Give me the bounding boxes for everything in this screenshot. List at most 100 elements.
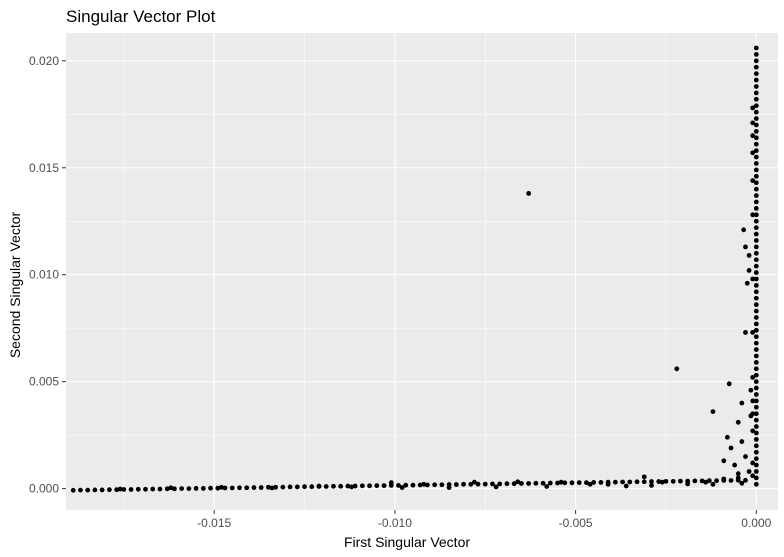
data-point	[750, 150, 756, 156]
data-point	[753, 379, 759, 385]
data-point	[186, 486, 192, 492]
data-point	[753, 462, 759, 468]
data-point	[710, 481, 716, 487]
data-point	[753, 411, 759, 417]
data-point	[294, 484, 300, 490]
data-point	[605, 481, 611, 487]
data-point	[753, 77, 759, 83]
data-point	[750, 212, 756, 218]
data-point	[215, 485, 221, 491]
data-point	[266, 484, 271, 490]
data-point	[750, 178, 756, 183]
data-point	[493, 484, 499, 490]
data-point	[753, 340, 759, 346]
data-point	[753, 385, 759, 391]
data-point	[117, 486, 123, 492]
data-point	[598, 480, 604, 485]
data-point	[99, 487, 105, 493]
data-point	[659, 479, 665, 485]
data-point	[753, 321, 759, 327]
data-point	[70, 487, 76, 493]
data-point	[753, 449, 759, 455]
data-point	[421, 481, 427, 487]
y-tick-label: 0.020	[29, 54, 59, 68]
data-point	[728, 478, 734, 483]
data-point	[753, 469, 759, 474]
data-point	[753, 212, 759, 218]
data-point	[576, 480, 582, 486]
data-point	[721, 458, 727, 464]
data-point	[237, 485, 242, 491]
data-point	[461, 481, 466, 487]
data-point	[172, 486, 177, 492]
data-point	[746, 253, 752, 258]
data-point	[699, 478, 705, 484]
data-point	[753, 257, 759, 263]
chart-title: Singular Vector Plot	[66, 7, 216, 26]
data-point	[269, 485, 275, 491]
data-point	[280, 484, 286, 490]
data-point	[732, 462, 738, 468]
data-point	[410, 482, 416, 488]
y-tick-label: 0.005	[29, 375, 59, 389]
data-point	[417, 482, 423, 488]
data-point	[750, 411, 756, 417]
data-point	[710, 409, 716, 415]
data-point	[623, 483, 629, 489]
data-point	[453, 482, 459, 487]
data-point	[753, 128, 759, 134]
data-point	[425, 482, 430, 488]
data-point	[544, 484, 550, 489]
data-point	[200, 486, 206, 491]
data-point	[753, 289, 759, 295]
data-point	[728, 445, 734, 451]
data-point	[287, 484, 293, 490]
data-point	[244, 485, 250, 491]
data-point	[750, 133, 756, 139]
data-point	[753, 295, 759, 301]
data-point	[157, 486, 163, 492]
data-point	[753, 475, 759, 481]
data-point	[753, 283, 759, 288]
data-point	[753, 109, 759, 115]
data-point	[753, 398, 759, 404]
data-point	[432, 482, 438, 488]
data-point	[374, 483, 380, 489]
data-point	[302, 484, 307, 490]
data-point	[721, 476, 727, 482]
data-point	[753, 154, 759, 160]
data-point	[497, 481, 503, 487]
data-point	[750, 276, 756, 282]
plot-panel	[66, 33, 778, 510]
data-point	[753, 308, 759, 314]
data-point	[753, 180, 759, 186]
data-point	[750, 473, 756, 479]
data-point	[555, 480, 560, 486]
data-point	[753, 58, 759, 64]
data-point	[656, 479, 662, 484]
y-tick-label: 0.010	[29, 268, 59, 282]
data-point	[753, 167, 759, 173]
data-point	[439, 482, 445, 488]
data-point	[251, 485, 257, 490]
data-point	[526, 191, 532, 196]
data-point	[735, 419, 741, 425]
x-axis-title: First Singular Vector	[344, 534, 470, 550]
y-axis-tick-labels: 0.000 0.005 0.010 0.015 0.020	[29, 54, 66, 496]
data-point	[743, 477, 748, 483]
data-point	[753, 71, 759, 77]
data-point	[85, 487, 91, 493]
data-point	[753, 122, 759, 128]
data-point	[753, 302, 759, 308]
data-point	[753, 404, 759, 410]
data-point	[753, 103, 759, 109]
data-point	[168, 485, 174, 491]
data-point	[309, 484, 315, 490]
data-point	[739, 400, 745, 406]
data-point	[150, 486, 156, 492]
data-point	[746, 268, 752, 273]
data-point	[753, 327, 759, 333]
x-axis-tick-labels: -0.015 -0.010 -0.005 0.000	[197, 510, 772, 530]
data-point	[753, 116, 759, 121]
